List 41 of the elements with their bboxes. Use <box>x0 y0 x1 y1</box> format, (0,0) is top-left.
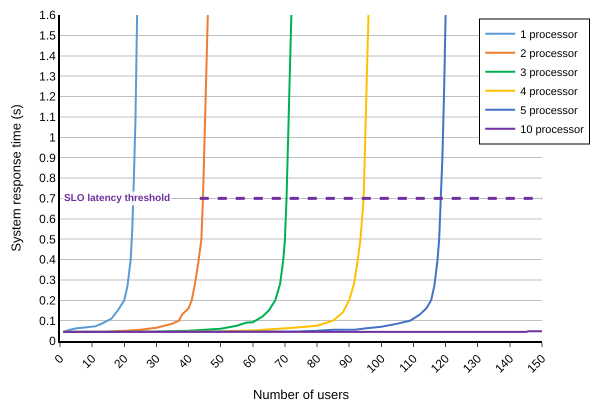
legend-label: 10 processor <box>520 124 584 136</box>
y-tick-label: 1.1 <box>39 110 56 124</box>
y-tick-label: 0.2 <box>39 293 56 308</box>
x-tick-label: 140 <box>492 351 516 376</box>
y-tick-label: 0.3 <box>39 273 56 288</box>
legend-label: 3 processor <box>520 67 578 80</box>
y-tick-label: 1.4 <box>39 48 56 63</box>
y-tick-label: 1.2 <box>39 90 56 104</box>
legend-label: 1 processor <box>520 29 578 42</box>
x-tick-label: 70 <box>272 351 292 371</box>
y-tick-label: 0.1 <box>39 314 56 328</box>
x-tick-label: 120 <box>428 351 452 376</box>
legend-label: 2 processor <box>520 48 578 60</box>
x-tick-label: 50 <box>208 351 228 371</box>
y-tick-label: 0.9 <box>39 150 56 165</box>
ref-line-label: SLO latency threshold <box>64 193 170 204</box>
x-tick-label: 40 <box>176 351 196 371</box>
legend-label: 5 processor <box>520 105 578 118</box>
y-tick-label: 0.6 <box>39 212 56 226</box>
x-tick-label: 130 <box>460 351 484 376</box>
y-tick-label: 1.5 <box>39 28 56 43</box>
x-tick-label: 150 <box>524 351 549 376</box>
y-tick-label: 0.7 <box>39 192 56 206</box>
x-tick-label: 100 <box>364 351 388 376</box>
y-tick-label: 0.8 <box>39 171 56 186</box>
y-tick-label: 0 <box>49 334 56 348</box>
x-tick-label: 20 <box>111 351 131 371</box>
x-axis-title: Number of users <box>252 386 350 402</box>
legend-label: 4 processor <box>520 86 578 98</box>
x-tick-label: 30 <box>143 351 163 371</box>
x-tick-label: 60 <box>240 351 260 371</box>
y-tick-label: 1.3 <box>39 69 56 84</box>
y-tick-label: 0.5 <box>39 232 56 246</box>
x-tick-label: 10 <box>79 351 99 371</box>
x-tick-label: 80 <box>304 351 324 371</box>
y-axis-title: System response time (s) <box>8 104 24 252</box>
x-tick-label: 90 <box>336 351 356 371</box>
y-tick-label: 1 <box>49 130 56 144</box>
y-tick-label: 0.4 <box>39 252 56 267</box>
x-tick-label: 110 <box>396 351 420 376</box>
y-tick-label: 1.6 <box>39 8 56 22</box>
